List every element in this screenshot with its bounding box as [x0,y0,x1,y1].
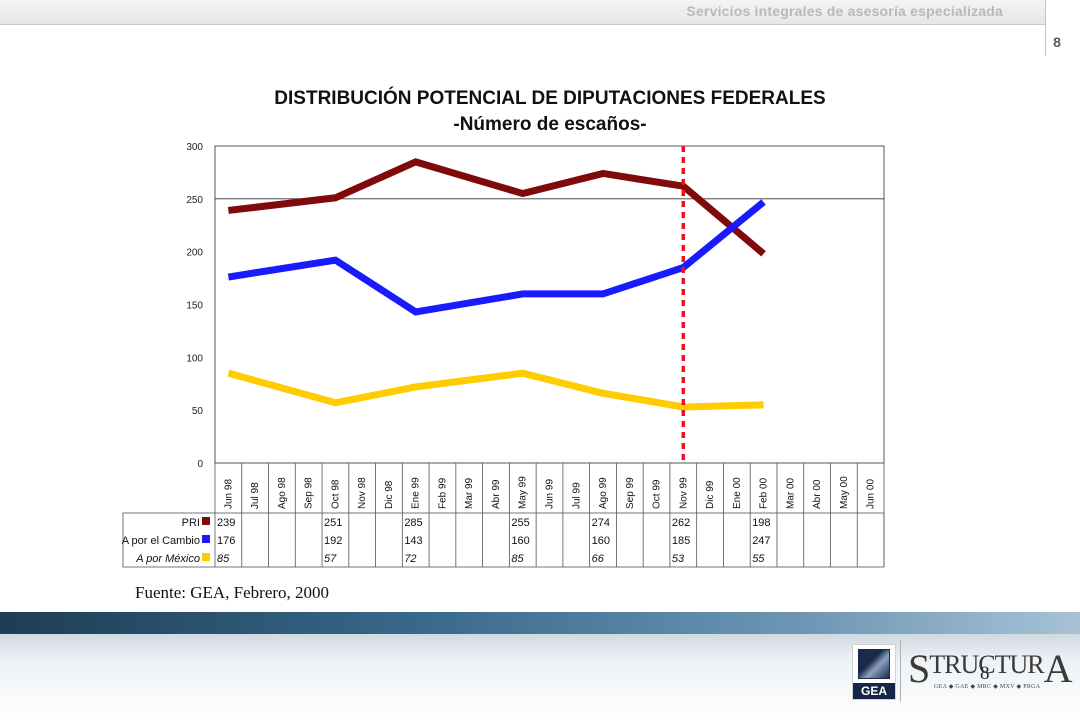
x-tick-label: Ago 98 [277,477,288,509]
logo-divider [900,640,901,702]
gea-logo: GEA [852,644,896,700]
data-table-value: 53 [672,553,685,565]
legend-key [202,553,210,561]
y-tick-label: 150 [186,301,203,312]
data-table-value: 176 [217,535,235,547]
data-table-value: 239 [217,517,235,529]
x-tick-label: Dic 98 [384,480,395,509]
data-table-value: 198 [752,517,770,529]
x-tick-label: Jul 99 [571,482,582,509]
x-tick-label: Jun 00 [866,479,877,509]
data-table-value: 85 [511,553,524,565]
x-tick-label: Dic 99 [705,480,716,509]
structura-logo: STRUCTURA [908,645,1073,692]
x-tick-label: Abr 99 [491,479,502,509]
header-bar: Servicios integrales de asesoría especia… [0,0,1045,25]
y-tick-label: 200 [186,248,203,259]
x-tick-label: Jul 98 [250,482,261,509]
table-row-label: A por México [135,553,200,565]
legend-key [202,517,210,525]
x-tick-label: Nov 99 [678,477,689,509]
x-tick-label: May 99 [518,476,529,509]
x-tick-label: Feb 00 [759,477,770,509]
x-tick-label: Feb 99 [437,477,448,509]
data-table-value: 247 [752,535,770,547]
series-line [227,369,764,411]
structura-subtitle: GEA ◆ GAE ◆ MRC ◆ MXV ◆ PRGA [934,684,1041,690]
table-row-label: PRI [182,517,200,529]
series-line [227,158,766,257]
x-tick-label: Oct 99 [652,479,663,509]
y-tick-label: 250 [186,195,203,206]
x-tick-label: Jun 99 [545,479,556,509]
logo-overlay-number: 8 [980,663,990,684]
y-tick-label: 300 [186,142,203,153]
x-tick-label: Abr 00 [812,479,823,509]
data-table-value: 85 [217,553,230,565]
structura-a: A [1043,646,1073,691]
gea-logo-text: GEA [853,683,895,699]
y-tick-label: 100 [186,353,203,364]
x-tick-label: Ene 99 [411,477,422,509]
header-divider [1045,0,1046,56]
data-table-value: 185 [672,535,690,547]
data-table-value: 72 [404,553,416,565]
data-table-value: 285 [404,517,422,529]
x-tick-label: Nov 98 [357,477,368,509]
header-text: Servicios integrales de asesoría especia… [686,3,1003,19]
x-tick-label: Oct 98 [330,479,341,509]
data-table-value: 274 [592,517,610,529]
x-tick-label: Mar 99 [464,477,475,509]
plot-area [214,145,885,464]
structura-s: S [908,646,930,691]
data-table-value: 255 [511,517,529,529]
data-table-value: 66 [592,553,605,565]
data-table-value: 192 [324,535,342,547]
data-table-value: 55 [752,553,765,565]
data-table-value: 160 [511,535,529,547]
x-tick-label: Sep 98 [304,477,315,509]
data-table-value: 57 [324,553,337,565]
data-table-value: 251 [324,517,342,529]
y-tick-label: 0 [197,459,203,470]
gea-logo-mark [858,649,890,679]
x-tick-label: Mar 00 [785,477,796,509]
x-tick-label: May 00 [839,476,850,509]
y-tick-label: 50 [192,406,204,417]
footer-band [0,612,1080,634]
x-tick-label: Jun 98 [223,479,234,509]
page-number: 8 [1053,34,1061,50]
data-table-value: 160 [592,535,610,547]
chart-title: DISTRIBUCIÓN POTENCIAL DE DIPUTACIONES F… [274,88,826,109]
x-tick-label: Sep 99 [625,477,636,509]
x-tick-label: Ene 00 [732,477,743,509]
data-table-value: 143 [404,535,422,547]
legend-key [202,535,210,543]
chart-subtitle: -Número de escaños- [453,114,647,135]
source-note: Fuente: GEA, Febrero, 2000 [135,583,330,602]
structura-mid: TRUCTUR [929,650,1044,679]
table-row-label: A por el Cambio [122,535,200,547]
data-table-value: 262 [672,517,690,529]
x-tick-label: Ago 99 [598,477,609,509]
